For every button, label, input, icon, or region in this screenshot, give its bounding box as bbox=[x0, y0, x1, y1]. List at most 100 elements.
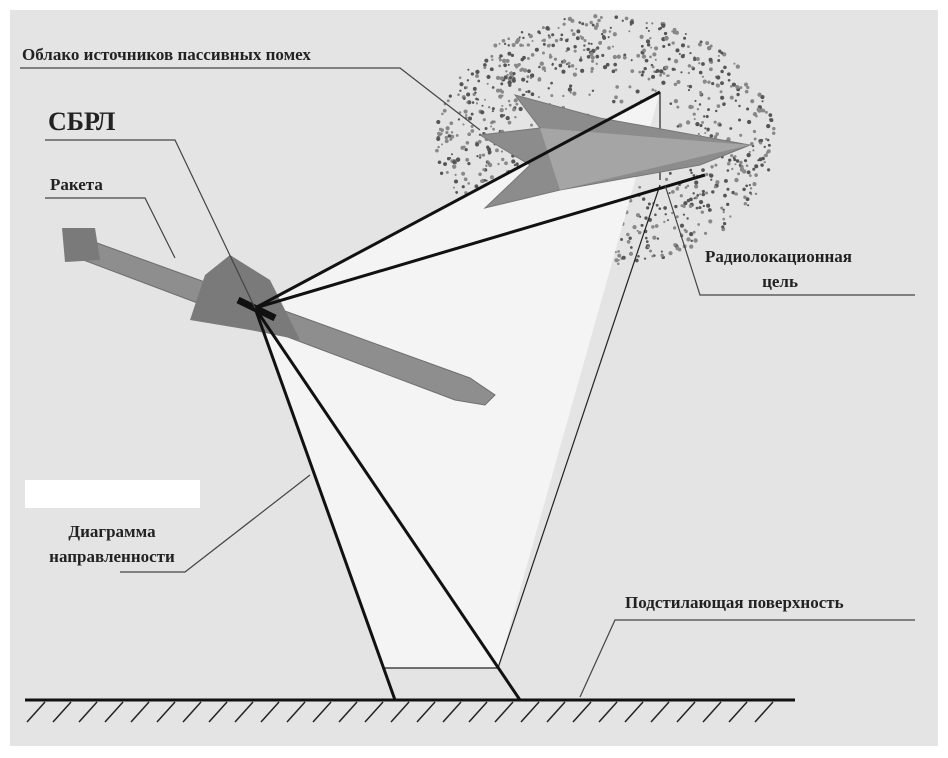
chaff-dot bbox=[746, 86, 749, 89]
chaff-dot bbox=[689, 204, 693, 208]
chaff-dot bbox=[726, 203, 729, 206]
chaff-dot bbox=[512, 108, 516, 112]
chaff-dot bbox=[467, 79, 469, 81]
chaff-dot bbox=[545, 26, 549, 30]
chaff-dot bbox=[540, 62, 544, 66]
chaff-dot bbox=[484, 99, 486, 101]
chaff-dot bbox=[477, 98, 479, 100]
chaff-dot bbox=[566, 47, 570, 51]
chaff-dot bbox=[479, 154, 482, 157]
chaff-dot bbox=[754, 164, 758, 168]
chaff-dot bbox=[589, 52, 593, 56]
chaff-dot bbox=[507, 52, 511, 56]
chaff-dot bbox=[655, 59, 657, 61]
chaff-dot bbox=[654, 90, 656, 92]
chaff-dot bbox=[645, 237, 648, 240]
chaff-dot bbox=[664, 37, 668, 41]
chaff-dot bbox=[688, 64, 692, 68]
chaff-dot bbox=[508, 121, 512, 125]
chaff-dot bbox=[693, 231, 696, 234]
chaff-dot bbox=[562, 95, 564, 97]
chaff-dot bbox=[459, 82, 463, 86]
chaff-dot bbox=[693, 113, 696, 116]
chaff-dot bbox=[710, 165, 713, 168]
chaff-dot bbox=[486, 146, 489, 149]
chaff-dot bbox=[519, 36, 521, 38]
chaff-dot bbox=[654, 46, 658, 50]
chaff-dot bbox=[754, 137, 757, 140]
chaff-dot bbox=[671, 190, 675, 194]
chaff-dot bbox=[646, 206, 649, 209]
chaff-dot bbox=[482, 132, 484, 134]
chaff-dot bbox=[734, 155, 737, 158]
chaff-dot bbox=[739, 164, 742, 167]
chaff-dot bbox=[576, 36, 580, 40]
chaff-dot bbox=[570, 92, 572, 94]
sbrl-label: СБРЛ bbox=[48, 107, 115, 136]
chaff-dot bbox=[508, 64, 510, 66]
chaff-dot bbox=[630, 69, 634, 73]
chaff-dot bbox=[662, 45, 665, 48]
chaff-dot bbox=[752, 182, 756, 186]
chaff-dot bbox=[458, 118, 460, 120]
chaff-dot bbox=[453, 187, 455, 189]
chaff-dot bbox=[598, 41, 602, 45]
chaff-dot bbox=[486, 75, 490, 79]
chaff-dot bbox=[687, 199, 690, 202]
chaff-dot bbox=[704, 132, 706, 134]
chaff-dot bbox=[507, 80, 511, 84]
chaff-dot bbox=[667, 219, 669, 221]
chaff-dot bbox=[527, 90, 530, 93]
chaff-dot bbox=[531, 92, 535, 96]
chaff-dot bbox=[451, 131, 453, 133]
chaff-dot bbox=[591, 56, 595, 60]
chaff-dot bbox=[705, 191, 708, 194]
chaff-dot bbox=[668, 43, 671, 46]
chaff-dot bbox=[722, 209, 724, 211]
chaff-dot bbox=[555, 39, 558, 42]
chaff-dot bbox=[752, 168, 755, 171]
chaff-dot bbox=[669, 102, 672, 105]
chaff-dot bbox=[588, 94, 590, 96]
chaff-dot bbox=[551, 63, 553, 65]
chaff-dot bbox=[595, 55, 599, 59]
chaff-dot bbox=[698, 43, 702, 47]
chaff-dot bbox=[619, 100, 623, 104]
chaff-dot bbox=[669, 192, 671, 194]
chaff-dot bbox=[700, 93, 702, 95]
chaff-dot bbox=[570, 19, 574, 23]
chaff-dot bbox=[749, 184, 751, 186]
chaff-dot bbox=[487, 83, 489, 85]
chaff-dot bbox=[483, 63, 487, 67]
chaff-dot bbox=[457, 93, 460, 96]
chaff-dot bbox=[728, 158, 731, 161]
chaff-dot bbox=[723, 66, 727, 70]
chaff-dot bbox=[563, 18, 565, 20]
chaff-dot bbox=[727, 162, 731, 166]
chaff-dot bbox=[664, 65, 668, 69]
chaff-dot bbox=[437, 146, 439, 148]
chaff-dot bbox=[693, 58, 696, 61]
chaff-dot bbox=[705, 41, 709, 45]
chaff-dot bbox=[698, 206, 701, 209]
chaff-dot bbox=[642, 197, 645, 200]
chaff-dot bbox=[703, 80, 707, 84]
chaff-dot bbox=[707, 97, 710, 100]
chaff-dot bbox=[696, 57, 700, 61]
target-label: цель bbox=[762, 272, 798, 291]
chaff-dot bbox=[648, 203, 651, 206]
chaff-dot bbox=[649, 37, 651, 39]
chaff-dot bbox=[673, 243, 676, 246]
chaff-dot bbox=[679, 53, 681, 55]
chaff-dot bbox=[646, 240, 649, 243]
chaff-dot bbox=[702, 76, 704, 78]
chaff-dot bbox=[636, 213, 640, 217]
chaff-dot bbox=[580, 56, 582, 58]
chaff-dot bbox=[720, 90, 723, 93]
chaff-dot bbox=[449, 121, 453, 125]
chaff-dot bbox=[579, 58, 583, 62]
chaff-dot bbox=[531, 53, 535, 57]
chaff-dot bbox=[715, 110, 717, 112]
chaff-dot bbox=[764, 161, 766, 163]
chaff-dot bbox=[613, 63, 617, 67]
